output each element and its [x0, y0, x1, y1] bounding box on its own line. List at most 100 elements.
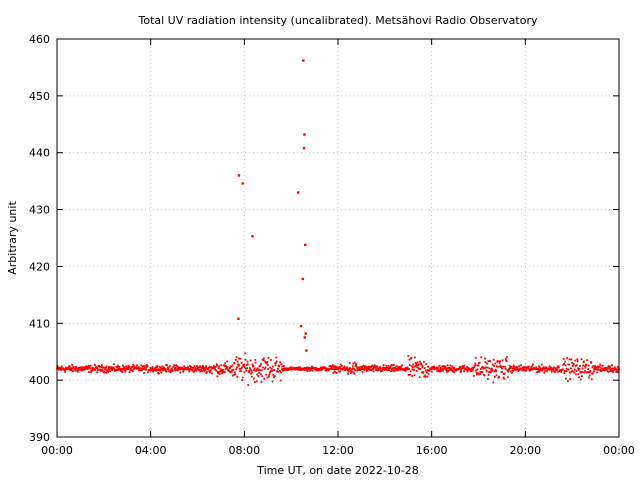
- data-point: [165, 370, 168, 373]
- data-point: [163, 366, 165, 369]
- data-point: [376, 365, 378, 368]
- data-point: [253, 381, 256, 383]
- data-point: [240, 370, 243, 373]
- data-point: [513, 367, 516, 370]
- data-point: [415, 370, 418, 372]
- data-point: [578, 368, 581, 370]
- data-point: [136, 364, 138, 367]
- data-point: [332, 364, 334, 367]
- data-point: [521, 368, 524, 370]
- data-point: [236, 360, 239, 363]
- data-point: [190, 366, 193, 369]
- data-point: [566, 357, 568, 359]
- data-point: [131, 370, 134, 373]
- data-point: [538, 370, 541, 373]
- data-point: [581, 370, 584, 373]
- data-point: [180, 368, 183, 371]
- data-point: [239, 367, 242, 370]
- data-point: [224, 368, 227, 370]
- data-point: [175, 364, 178, 367]
- data-point: [143, 366, 146, 369]
- data-point: [72, 365, 75, 368]
- data-point: [375, 369, 378, 372]
- data-point: [84, 368, 87, 370]
- data-point: [458, 368, 460, 370]
- data-point: [140, 364, 143, 367]
- data-point: [489, 370, 492, 373]
- data-point: [141, 367, 143, 370]
- data-point: [172, 369, 174, 372]
- data-point: [155, 368, 158, 371]
- data-point: [273, 369, 276, 371]
- data-point: [212, 365, 215, 367]
- data-point: [392, 364, 395, 366]
- data-point: [440, 370, 442, 372]
- data-point: [469, 368, 471, 371]
- data-point: [417, 364, 419, 367]
- data-point: [488, 367, 491, 370]
- outlier-point: [299, 324, 303, 328]
- data-point: [79, 367, 82, 370]
- x-tick-label: 04:00: [135, 444, 167, 457]
- data-point: [186, 368, 189, 370]
- data-point: [477, 372, 480, 375]
- data-point: [251, 363, 254, 366]
- data-point: [384, 367, 387, 369]
- data-point: [530, 366, 533, 369]
- data-point: [413, 374, 416, 377]
- grid-lines: [57, 39, 619, 437]
- data-point: [129, 367, 132, 370]
- data-point: [303, 368, 305, 370]
- data-point: [231, 364, 234, 367]
- data-point: [373, 364, 376, 367]
- data-point: [422, 371, 424, 374]
- data-point: [115, 365, 118, 368]
- data-point: [245, 364, 248, 367]
- data-point: [305, 369, 308, 371]
- data-point: [123, 369, 126, 372]
- data-point: [498, 375, 501, 378]
- data-point: [403, 367, 406, 370]
- data-point: [585, 364, 588, 367]
- data-point: [246, 367, 248, 369]
- data-point: [438, 364, 441, 367]
- y-tick-label: 440: [29, 147, 50, 160]
- data-point: [246, 360, 249, 363]
- data-point: [99, 365, 101, 368]
- data-point: [554, 371, 556, 373]
- data-point: [190, 368, 193, 371]
- data-point: [389, 365, 392, 368]
- data-point: [459, 366, 462, 369]
- data-point: [611, 364, 613, 367]
- data-point: [572, 364, 575, 367]
- data-point: [174, 366, 177, 369]
- data-point: [494, 362, 497, 365]
- data-point: [409, 373, 412, 376]
- data-point: [238, 367, 241, 370]
- data-point: [215, 363, 218, 366]
- x-tick-label: 00:00: [603, 444, 635, 457]
- data-point: [179, 371, 182, 374]
- data-point: [271, 380, 274, 383]
- data-point: [564, 360, 567, 363]
- data-point: [291, 366, 294, 369]
- data-point: [474, 364, 476, 367]
- data-point: [418, 376, 421, 379]
- data-point: [416, 366, 419, 369]
- data-point: [237, 357, 240, 360]
- data-point: [420, 362, 423, 365]
- data-point: [374, 367, 377, 370]
- data-point: [606, 368, 608, 371]
- data-point: [176, 368, 179, 371]
- data-point: [436, 370, 439, 372]
- data-point: [127, 368, 129, 371]
- data-point: [401, 364, 403, 367]
- data-point: [438, 370, 441, 373]
- data-point: [476, 373, 478, 376]
- data-point: [125, 365, 127, 368]
- data-point: [396, 367, 399, 370]
- data-point: [327, 369, 330, 372]
- data-point: [99, 368, 102, 371]
- data-point: [492, 358, 495, 361]
- data-point: [222, 369, 225, 371]
